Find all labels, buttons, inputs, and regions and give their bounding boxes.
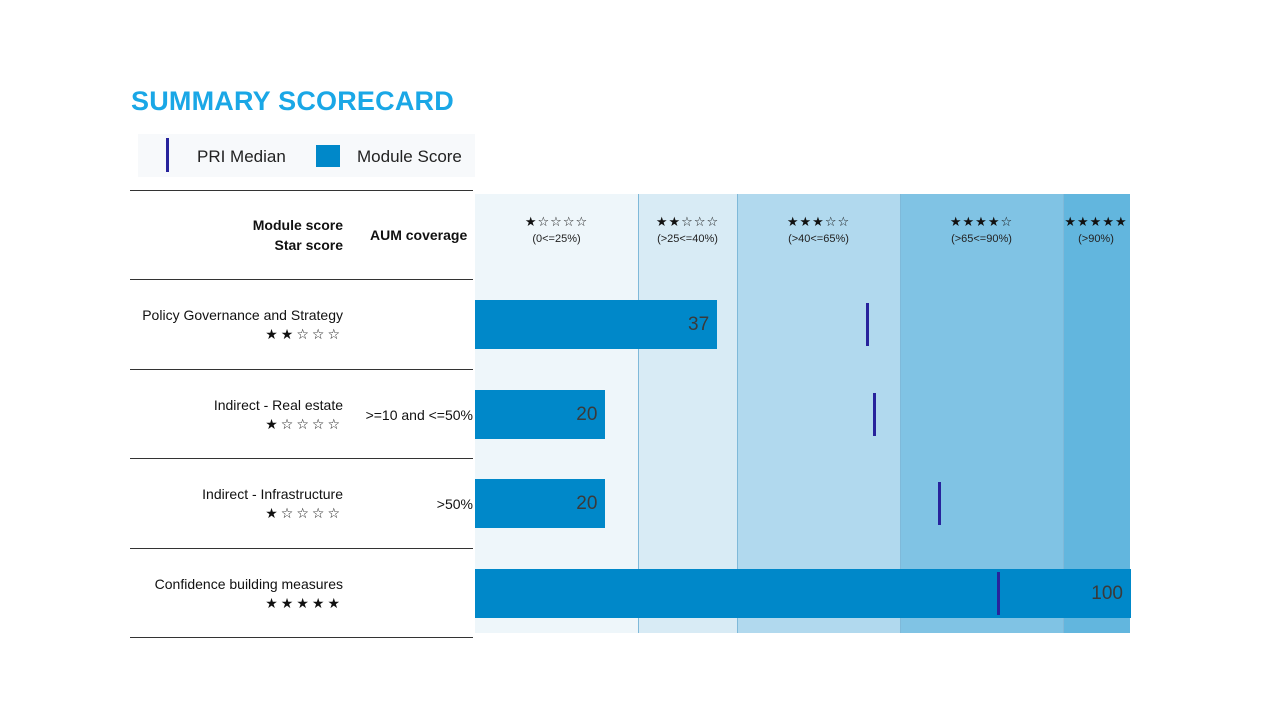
band-range-label: (>65<=90%) xyxy=(951,233,1012,245)
pri-median-marker xyxy=(872,393,876,436)
module-score-value: 100 xyxy=(1091,583,1123,604)
row-label: Indirect - Real estate xyxy=(213,397,343,413)
table-rule xyxy=(130,279,473,280)
band-stars: ★☆☆☆☆ xyxy=(524,214,589,229)
band-header: ★☆☆☆☆ (0<=25%) xyxy=(475,214,638,245)
module-score-bar xyxy=(475,390,606,439)
band-header: ★★☆☆☆ (>25<=40%) xyxy=(638,214,737,245)
table-rule xyxy=(130,190,473,191)
band-range-label: (0<=25%) xyxy=(532,233,581,245)
table-rule xyxy=(130,548,473,549)
module-score-bar xyxy=(475,300,718,349)
row-label: Policy Governance and Strategy xyxy=(142,307,343,323)
band-range-label: (>40<=65%) xyxy=(788,233,849,245)
pri-median-marker xyxy=(996,572,1000,615)
score-legend-label: Module Score xyxy=(357,147,462,166)
band-stars: ★★☆☆☆ xyxy=(655,214,720,229)
band-header: ★★★★★ (>90%) xyxy=(1063,214,1129,245)
row-label: Indirect - Infrastructure xyxy=(202,486,343,502)
score-band-4 xyxy=(900,194,1064,633)
module-score-bar xyxy=(475,569,1131,618)
module-score-value: 20 xyxy=(576,493,598,514)
band-range-label: (>25<=40%) xyxy=(657,233,718,245)
band-header: ★★★★☆ (>65<=90%) xyxy=(900,214,1063,245)
table-rule xyxy=(130,369,473,370)
band-stars: ★★★★★ xyxy=(1064,214,1128,229)
module-score-bar xyxy=(475,479,606,528)
score-band-5 xyxy=(1063,194,1130,633)
median-legend-marker xyxy=(166,138,169,172)
header-module-score: Module score xyxy=(252,217,343,233)
row-aum-coverage: >=10 and <=50% xyxy=(365,407,473,423)
row-label: Confidence building measures xyxy=(154,576,343,592)
table-rule xyxy=(130,458,473,459)
score-band-2 xyxy=(638,194,738,633)
band-stars: ★★★★☆ xyxy=(949,214,1014,229)
row-star-score: ★★☆☆☆ xyxy=(265,326,343,342)
module-score-value: 37 xyxy=(688,314,710,335)
row-star-score: ★★★★★ xyxy=(265,595,343,611)
table-rule xyxy=(130,637,473,638)
module-score-value: 20 xyxy=(576,404,598,425)
median-legend-label: PRI Median xyxy=(197,147,286,166)
score-legend-swatch xyxy=(316,145,340,167)
row-star-score: ★☆☆☆☆ xyxy=(265,416,343,432)
band-range-label: (>90%) xyxy=(1078,233,1114,245)
chart-legend: PRI Median Module Score xyxy=(138,134,475,177)
page-title: SUMMARY SCORECARD xyxy=(131,86,454,116)
header-aum-coverage: AUM coverage xyxy=(370,227,468,243)
header-star-score: Star score xyxy=(274,237,343,253)
band-stars: ★★★☆☆ xyxy=(786,214,851,229)
row-aum-coverage: >50% xyxy=(436,496,473,512)
pri-median-marker xyxy=(938,482,942,525)
row-star-score: ★☆☆☆☆ xyxy=(265,505,343,521)
pri-median-marker xyxy=(866,303,870,346)
score-band-3 xyxy=(737,194,901,633)
band-header: ★★★☆☆ (>40<=65%) xyxy=(737,214,900,245)
